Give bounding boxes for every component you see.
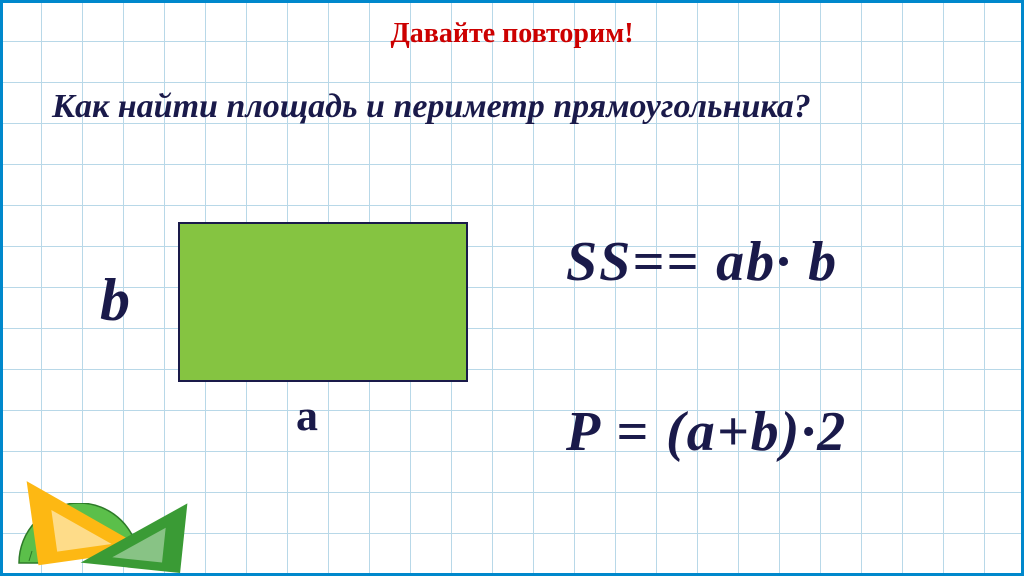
side-label-b: b [100,266,130,335]
area-formula: SS== ab· b [566,230,838,294]
rectangle-shape [178,222,468,382]
set-square-green-hole [112,522,165,562]
side-label-a: a [296,390,318,441]
page-title: Давайте повторим! [0,18,1024,50]
geometry-tools-icon [14,438,194,568]
perimeter-formula: P = (a+b)·2 [566,400,847,464]
question-text: Как найти площадь и периметр прямоугольн… [52,88,811,126]
